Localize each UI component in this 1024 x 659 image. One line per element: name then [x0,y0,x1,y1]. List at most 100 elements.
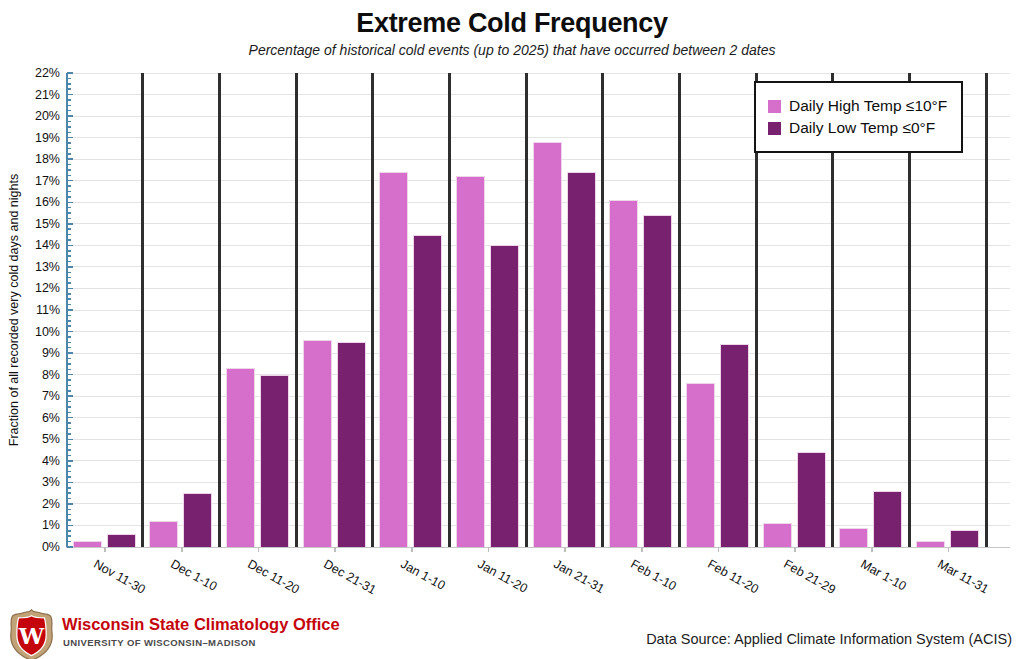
y-tick-label: 16% [16,195,60,209]
y-axis-ruler-tick [67,191,71,193]
y-axis-ruler-tick [67,137,73,139]
category-group [449,73,526,547]
x-axis-tick [104,547,106,552]
org-subtitle: UNIVERSITY OF WISCONSIN–MADISON [63,637,256,648]
y-axis-ruler-tick [67,185,71,187]
x-axis-tick [181,547,183,552]
y-axis-ruler-tick [67,433,71,435]
bar-daily-high [916,541,945,547]
x-tick-label: Jan 1-10 [398,557,447,593]
category-group [219,73,296,547]
y-axis-ruler-tick [67,126,71,128]
y-tick-label: 14% [16,238,60,252]
y-tick-label: 0% [16,540,60,554]
x-axis-tick [871,547,873,552]
y-axis-ruler-tick [67,498,71,500]
y-axis-ruler-tick [67,444,71,446]
y-axis-ruler-tick [67,88,71,90]
x-tick-label: Dec 1-10 [168,557,219,594]
y-tick-label: 22% [16,66,60,80]
category-group [143,73,220,547]
y-axis-ruler-tick [67,304,71,306]
y-axis-ruler-tick [67,94,73,96]
bar-daily-high [379,172,408,547]
x-axis-tick [488,547,490,552]
y-axis-ruler-tick [67,72,73,74]
y-axis-ruler-tick [67,115,73,117]
bar-daily-high [73,541,102,547]
y-axis-ruler-tick [67,519,71,521]
y-axis-ruler-tick [67,218,71,220]
y-axis-ruler-tick [67,245,73,247]
y-axis-ruler-tick [67,374,73,376]
y-axis-ruler-tick [67,487,71,489]
y-axis-ruler-tick [67,175,71,177]
y-axis-ruler-tick [67,352,73,354]
bar-daily-low [720,344,749,547]
y-axis-ruler-tick [67,277,71,279]
category-group [296,73,373,547]
chart-page: Extreme Cold Frequency Percentage of his… [0,0,1024,659]
bar-daily-high [226,368,255,547]
x-tick-label: Jan 11-20 [475,557,530,596]
y-axis-ruler-tick [67,530,71,532]
bar-daily-high [149,521,178,547]
y-axis-ruler-tick [67,417,73,419]
y-tick-label: 5% [16,432,60,446]
category-separator [601,73,604,547]
category-separator [448,73,451,547]
category-group [526,73,603,547]
y-axis-ruler-tick [67,169,71,171]
y-axis-ruler-tick [67,148,71,150]
category-separator [525,73,528,547]
data-source-note: Data Source: Applied Climate Information… [646,631,1012,647]
y-axis-ruler-tick [67,412,71,414]
bar-daily-low [107,534,136,547]
y-axis-ruler-tick [67,492,71,494]
category-separator [218,73,221,547]
y-tick-label: 17% [16,174,60,188]
legend-row: Daily Low Temp ≤0°F [768,119,947,137]
x-axis-tick [411,547,413,552]
bar-daily-high [839,528,868,547]
y-axis-ruler-tick [67,455,71,457]
bar-daily-low [643,215,672,547]
y-tick-label: 21% [16,88,60,102]
y-axis-ruler-tick [67,460,73,462]
y-axis-ruler-tick [67,288,73,290]
category-separator [678,73,681,547]
y-tick-label: 12% [16,281,60,295]
y-axis-ruler-tick [67,158,73,160]
y-tick-label: 11% [16,303,60,317]
legend-label: Daily High Temp ≤10°F [789,97,947,115]
y-axis-ruler-tick [67,315,71,317]
bar-daily-high [456,176,485,547]
y-axis-ruler-tick [67,266,73,268]
y-tick-label: 19% [16,131,60,145]
y-tick-label: 6% [16,411,60,425]
x-axis-tick [334,547,336,552]
y-axis-ruler-tick [67,369,71,371]
y-tick-label: 2% [16,497,60,511]
category-group [679,73,756,547]
y-tick-label: 10% [16,325,60,339]
y-axis-ruler-tick [67,153,71,155]
x-axis-tick [258,547,260,552]
x-axis-tick [794,547,796,552]
y-axis-ruler-tick [67,164,71,166]
y-axis-ruler-tick [67,471,71,473]
bar-daily-low [413,235,442,547]
x-tick-label: Feb 21-29 [782,557,839,597]
x-axis-tick [718,547,720,552]
y-axis-ruler-tick [67,525,73,527]
category-group [373,73,450,547]
y-axis-ruler-tick [67,180,73,182]
y-axis-ruler-tick [67,428,71,430]
y-axis-ruler-tick [67,239,71,241]
x-tick-label: Jan 21-31 [552,557,607,596]
y-axis-ruler-tick [67,110,71,112]
y-tick-label: 4% [16,454,60,468]
y-axis-ruler-tick [67,105,71,107]
y-axis-ruler-tick [67,250,71,252]
y-axis-ruler-tick [67,298,71,300]
